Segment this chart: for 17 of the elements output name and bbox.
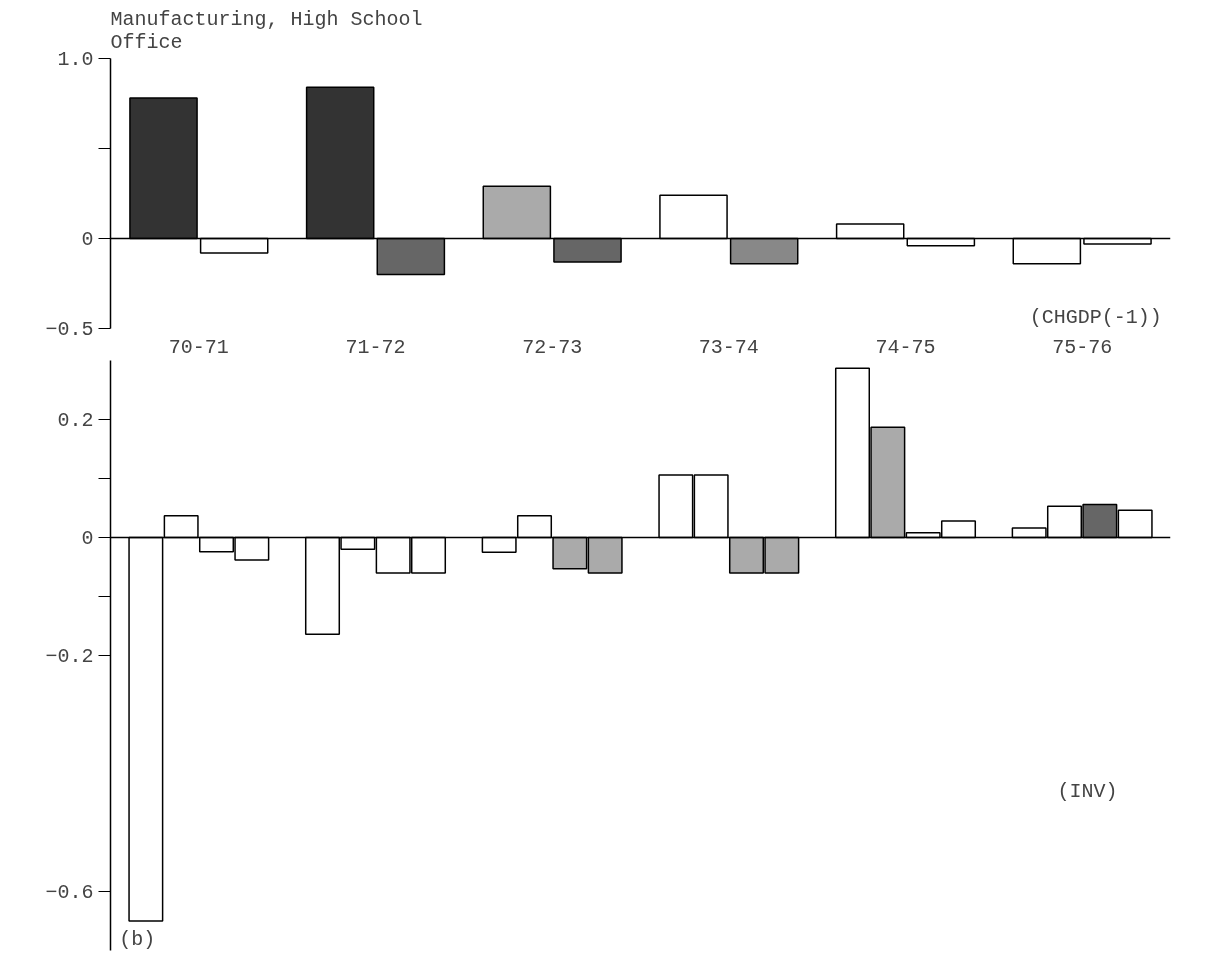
y-tick-label: 0 (81, 228, 94, 251)
y-tick-label: −0.2 (45, 645, 94, 668)
x-tick-label: 70-71 (168, 335, 229, 359)
x-tick-label: 72-73 (522, 335, 583, 359)
y-tick-label: −0.5 (45, 318, 94, 341)
chart-title: Manufacturing, High School Office (110, 7, 423, 54)
x-tick-label: 74-75 (875, 335, 936, 359)
annotation: (CHGDP(-1)) (1029, 305, 1162, 329)
annotation: (b) (119, 927, 156, 951)
y-tick-label: 1.0 (57, 48, 94, 71)
y-tick-label: −0.6 (45, 881, 94, 904)
y-tick-label: 0 (81, 527, 94, 550)
annotation: (INV) (1057, 780, 1118, 803)
y-tick-label: 0.2 (57, 409, 94, 432)
x-tick-label: 75-76 (1052, 335, 1113, 359)
x-tick-label: 73-74 (698, 335, 759, 359)
x-tick-label: 71-72 (345, 335, 406, 359)
